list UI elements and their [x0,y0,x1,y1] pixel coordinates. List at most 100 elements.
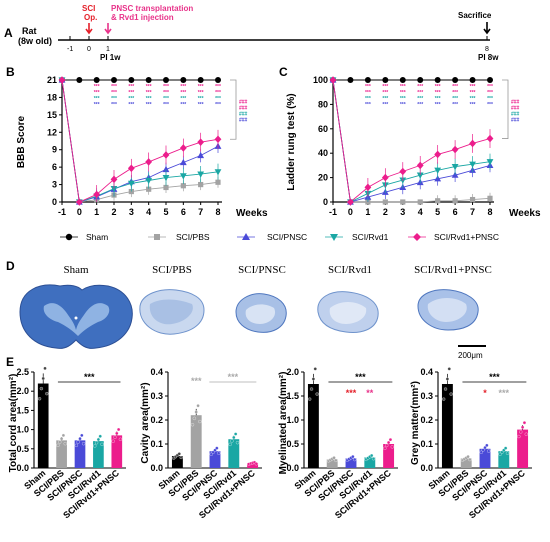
x-tick-label: -1 [58,207,66,217]
significance-mark: *** [146,84,152,90]
significance-label: *** [489,372,500,382]
y-tick-label: 15 [47,110,57,120]
x-tick-label: 7 [198,207,203,217]
significance-mark: *** [198,96,204,102]
y-tick-label: 1.0 [286,415,299,425]
significance-mark: *** [435,102,441,108]
x-tick-label: 1 [365,207,370,217]
x-tick-label: 8 [215,207,220,217]
sci-op-label: SCI [82,4,95,13]
x-tick-label: 6 [453,207,458,217]
data-point-sham [417,77,424,83]
data-point-combo [75,198,83,206]
timeline-tick-label: 8 [485,46,489,53]
bar-pnsc [74,440,86,468]
data-dot-pbs [196,404,200,408]
y-tick-label: 100 [313,75,328,85]
series-line-pbs [332,79,491,203]
significance-label: *** [499,388,510,398]
y-tick-label: 0.4 [150,367,163,377]
significance-mark: *** [400,96,406,102]
data-dot-rvd1 [502,448,506,452]
x-tick-label: 3 [129,207,134,217]
significance-label: * [483,388,487,398]
data-point-combo [451,145,459,154]
data-dot-sham [43,366,47,370]
scale-bar-label: 200μm [458,351,483,360]
bar-combo [383,444,395,468]
panel-letter-b: B [6,65,15,79]
data-point-combo [110,175,118,184]
data-point-rvd1 [197,171,205,178]
tissue-label-rvd1: SCI/Rvd1 [328,264,372,276]
significance-mark: *** [180,102,186,108]
data-point-pbs [163,184,169,191]
data-dot-sham [41,376,45,381]
data-dot-sham [179,455,183,460]
bar-pnsc [345,458,357,468]
significance-label: *** [191,376,202,386]
data-point-sham [128,77,135,83]
y-tick-label: 0.2 [150,415,163,425]
tissue-section-sham [19,284,133,349]
tissue-label-pbs: SCI/PBS [152,264,192,276]
x-tick-label: 5 [435,207,440,217]
significance-mark: *** [198,102,204,108]
x-tick-label: 7 [470,207,475,217]
bar-pnsc [479,448,491,468]
cavity-y-label: Cavity area(mm²) [140,382,151,463]
data-dot-combo [519,430,523,434]
data-dot-pnsc [483,445,487,450]
data-point-combo [416,161,424,170]
y-tick-label: 3 [52,180,57,190]
sci-arrow-icon [85,23,93,35]
significance-label: *** [355,372,366,382]
significance-mark: *** [487,96,493,102]
data-dot-rvd1 [234,432,238,436]
myelinated-chart: Myelinated area(mm²) 0.00.51.01.52.0Sham… [278,367,398,520]
data-point-combo [214,135,222,144]
data-point-rvd1 [486,159,494,166]
data-point-pbs [469,196,476,203]
significance-mark: *** [215,84,221,90]
data-dot-pnsc [351,455,355,459]
data-dot-pbs [334,458,338,463]
data-dot-combo [520,425,525,429]
data-dot-rvd1 [93,444,97,448]
significance-hash: ### [511,105,520,111]
bar-rvd1 [498,451,510,468]
data-point-pbs [198,181,204,188]
data-point-combo [93,190,101,199]
y-tick-label: 0.2 [420,415,433,425]
significance-mark: *** [400,84,406,90]
data-point-combo [145,158,153,166]
significance-bracket [230,79,237,140]
pi-1w-label: PI 1w [100,53,121,62]
data-dot-sham [315,392,319,396]
timeline-tick-label: 0 [87,46,91,53]
data-dot-pbs [190,423,195,427]
data-dot-combo [386,440,391,445]
sacrifice-label: Sacrifice [458,11,492,20]
significance-mark: *** [452,102,458,108]
significance-hash: ### [511,111,520,117]
data-point-combo [58,76,66,84]
x-tick-label: 2 [383,207,388,217]
y-tick-label: 21 [47,75,57,85]
series-line-combo [332,79,491,203]
data-point-rvd1 [162,175,170,182]
data-point-rvd1 [110,186,118,193]
y-tick-label: 0 [323,197,328,207]
bar-sham [171,456,183,468]
tissue-label-combo: SCI/Rvd1+PNSC [414,264,492,276]
significance-mark: *** [163,96,169,102]
x-tick-label: 4 [146,207,151,217]
data-dot-pnsc [217,451,221,455]
y-tick-label: 1.5 [16,405,29,415]
legend-marker-rvd1 [330,234,338,241]
y-tick-label: 0.5 [16,444,29,454]
legend-marker-sham [65,233,73,241]
significance-mark: *** [128,90,134,96]
timeline-subject-line2: (8w old) [18,36,52,46]
significance-mark: *** [146,96,152,102]
